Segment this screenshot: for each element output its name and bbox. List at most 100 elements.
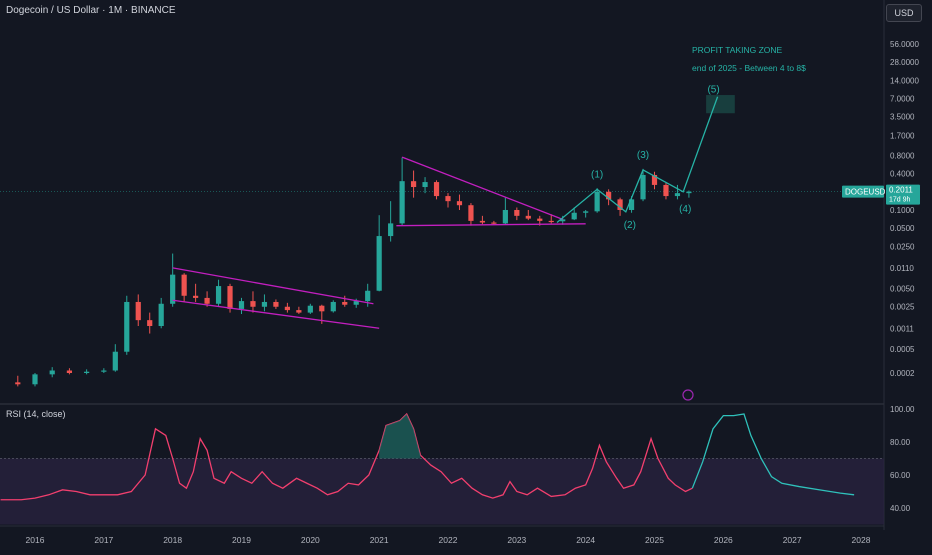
candle-body bbox=[330, 301, 336, 312]
price-tick-label: 0.0110 bbox=[890, 264, 914, 273]
trendline bbox=[396, 223, 586, 227]
wave-label: (5) bbox=[707, 85, 719, 96]
rsi-tick-label: 100.00 bbox=[890, 405, 915, 414]
candle-body bbox=[193, 295, 199, 298]
time-tick-label: 2020 bbox=[301, 535, 320, 545]
candle-body bbox=[273, 301, 279, 307]
candle-body bbox=[112, 351, 118, 371]
price-tick-label: 0.0500 bbox=[890, 224, 915, 233]
currency-button[interactable]: USD bbox=[886, 4, 922, 22]
candle-body bbox=[376, 236, 382, 291]
wave-projection-line bbox=[556, 96, 719, 224]
candle-body bbox=[651, 174, 658, 185]
time-tick-label: 2022 bbox=[439, 535, 458, 545]
price-tick-label: 0.0050 bbox=[890, 285, 915, 294]
symbol-tag-text: DOGEUSD bbox=[845, 188, 886, 197]
rsi-title: RSI (14, close) bbox=[6, 409, 66, 419]
candle-body bbox=[319, 305, 325, 312]
time-tick-label: 2016 bbox=[26, 535, 45, 545]
zone-subtitle: end of 2025 - Between 4 to 8$ bbox=[692, 63, 806, 73]
price-tick-label: 0.0011 bbox=[890, 324, 914, 333]
time-tick-label: 2017 bbox=[94, 535, 113, 545]
candle-body bbox=[410, 181, 417, 188]
candle-body bbox=[307, 305, 313, 313]
countdown-text: 17d 9h bbox=[889, 197, 911, 204]
price-tick-label: 1.7000 bbox=[890, 132, 915, 141]
candle-body bbox=[548, 220, 554, 223]
candle-body bbox=[445, 196, 451, 202]
price-tick-label: 0.4000 bbox=[890, 170, 915, 179]
candle-body bbox=[15, 382, 21, 385]
time-tick-label: 2024 bbox=[576, 535, 595, 545]
price-tick-label: 0.0005 bbox=[890, 345, 915, 354]
rsi-line bbox=[0, 412, 693, 501]
candle-body bbox=[433, 182, 440, 197]
candle-body bbox=[456, 201, 463, 206]
candle-body bbox=[594, 191, 600, 212]
price-tick-label: 28.0000 bbox=[890, 58, 919, 67]
wave-label: (4) bbox=[679, 204, 691, 215]
candle-body bbox=[560, 219, 566, 222]
price-tag-text: 0.2011 bbox=[889, 186, 913, 195]
candle-body bbox=[663, 184, 669, 197]
price-tick-label: 14.0000 bbox=[890, 76, 919, 85]
rsi-tick-label: 40.00 bbox=[890, 504, 911, 513]
candle-body bbox=[135, 301, 141, 321]
candle-body bbox=[261, 301, 268, 307]
price-tag bbox=[886, 184, 920, 205]
candle-body bbox=[674, 193, 681, 197]
candle-body bbox=[170, 274, 176, 304]
trendline bbox=[172, 267, 374, 305]
candle-body bbox=[124, 301, 130, 352]
trendline bbox=[401, 156, 563, 220]
target-zone-box bbox=[706, 95, 735, 114]
rsi-tick-label: 80.00 bbox=[890, 438, 911, 447]
time-tick-label: 2026 bbox=[714, 535, 733, 545]
candle-body bbox=[479, 220, 486, 223]
candle-body bbox=[617, 199, 623, 210]
candle-body bbox=[158, 303, 164, 327]
candle-body bbox=[66, 370, 73, 373]
candle-body bbox=[238, 301, 245, 309]
time-tick-label: 2021 bbox=[370, 535, 389, 545]
price-tick-label: 7.0000 bbox=[890, 95, 915, 104]
candle-body bbox=[537, 218, 543, 221]
event-marker-icon bbox=[682, 389, 694, 401]
candle-body bbox=[628, 199, 635, 210]
time-tick-label: 2019 bbox=[232, 535, 251, 545]
time-tick-label: 2023 bbox=[507, 535, 526, 545]
rsi-band bbox=[0, 458, 884, 525]
price-tick-label: 0.0250 bbox=[890, 242, 915, 251]
candle-body bbox=[399, 181, 405, 224]
price-tick-label: 0.8000 bbox=[890, 151, 915, 160]
price-tick-label: 0.0002 bbox=[890, 369, 915, 378]
candle-body bbox=[215, 286, 222, 304]
price-tick-label: 56.0000 bbox=[890, 40, 919, 49]
candle-body bbox=[686, 191, 692, 194]
candle-body bbox=[514, 209, 520, 216]
wave-label: (2) bbox=[624, 220, 636, 231]
candle-body bbox=[422, 182, 428, 188]
symbol-tag bbox=[842, 185, 884, 198]
candle-body bbox=[32, 374, 38, 385]
candle-body bbox=[147, 320, 153, 327]
rsi-tick-label: 60.00 bbox=[890, 471, 911, 480]
candle-body bbox=[606, 191, 612, 200]
candle-body bbox=[640, 174, 646, 200]
price-tick-label: 0.1000 bbox=[890, 206, 915, 215]
wave-label: (1) bbox=[591, 169, 603, 180]
candle-body bbox=[502, 209, 508, 224]
candle-body bbox=[388, 223, 394, 237]
price-tick-label: 3.5000 bbox=[890, 113, 915, 122]
rsi-overbought-fill bbox=[379, 413, 421, 459]
zone-title: PROFIT TAKING ZONE bbox=[692, 45, 783, 55]
candle-body bbox=[468, 205, 474, 221]
candle-body bbox=[353, 301, 359, 305]
trendline bbox=[172, 299, 380, 329]
candle-body bbox=[342, 301, 348, 305]
candle-body bbox=[491, 222, 497, 224]
time-tick-label: 2027 bbox=[783, 535, 802, 545]
rsi-projection-line bbox=[691, 413, 855, 496]
